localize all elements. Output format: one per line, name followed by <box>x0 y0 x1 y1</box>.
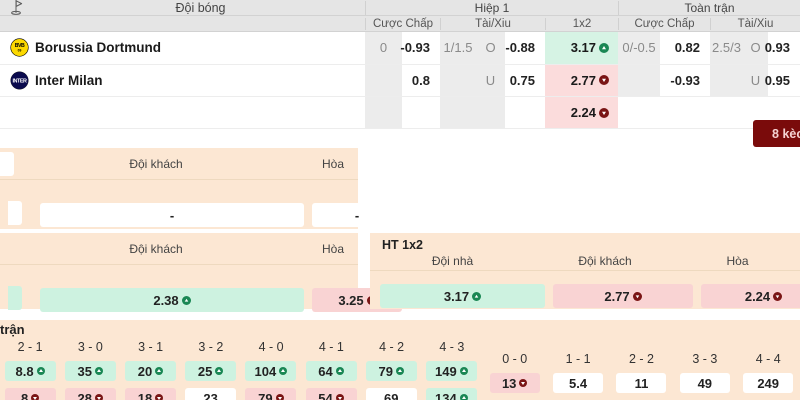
svg-text:09: 09 <box>18 49 22 53</box>
svg-text:INTER: INTER <box>13 78 28 84</box>
